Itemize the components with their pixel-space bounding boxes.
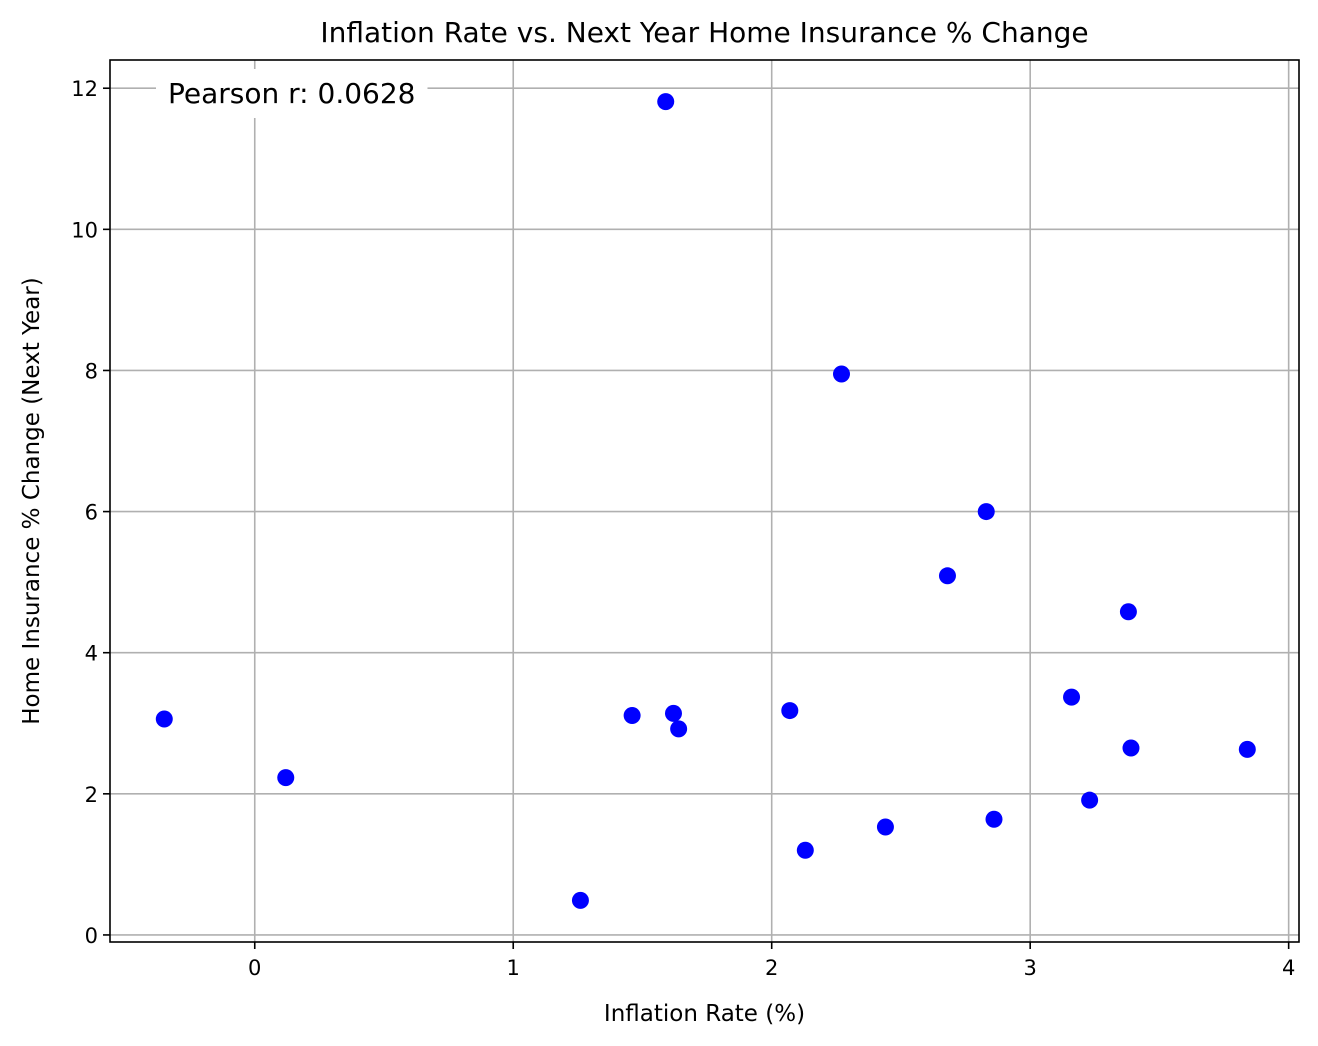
data-point bbox=[657, 93, 675, 111]
data-point bbox=[796, 841, 814, 859]
grid-lines bbox=[110, 60, 1299, 942]
data-point bbox=[571, 891, 589, 909]
x-axis-label: Inflation Rate (%) bbox=[604, 1001, 805, 1027]
data-point bbox=[623, 707, 641, 725]
plot-frame bbox=[109, 59, 1300, 943]
data-point bbox=[1238, 740, 1256, 758]
y-tick-label: 4 bbox=[85, 642, 98, 666]
data-point bbox=[1081, 791, 1099, 809]
annotation-background bbox=[156, 69, 428, 118]
y-tick-label: 10 bbox=[71, 218, 98, 242]
data-point bbox=[1122, 739, 1140, 757]
y-tick-label: 2 bbox=[85, 783, 98, 807]
data-point bbox=[277, 769, 295, 787]
y-tick-label: 8 bbox=[85, 359, 98, 383]
data-point bbox=[1063, 688, 1081, 706]
data-points bbox=[155, 93, 1256, 909]
annotation-box: Pearson r: 0.0628 bbox=[156, 69, 428, 118]
y-axis-label: Home Insurance % Change (Next Year) bbox=[19, 277, 45, 724]
x-tick-label: 3 bbox=[1023, 956, 1036, 980]
data-point bbox=[876, 818, 894, 836]
chart-title: Inflation Rate vs. Next Year Home Insura… bbox=[320, 16, 1088, 49]
y-tick-label: 0 bbox=[85, 924, 98, 948]
x-tick-label: 1 bbox=[507, 956, 520, 980]
x-tick-label: 4 bbox=[1282, 956, 1295, 980]
data-point bbox=[664, 704, 682, 722]
data-point bbox=[977, 503, 995, 521]
y-tick-label: 6 bbox=[85, 501, 98, 525]
pearson-annotation: Pearson r: 0.0628 bbox=[168, 77, 415, 110]
data-point bbox=[1119, 603, 1137, 621]
y-tick-label: 12 bbox=[71, 77, 98, 101]
data-point bbox=[832, 365, 850, 383]
data-point bbox=[155, 710, 173, 728]
data-point bbox=[985, 810, 1003, 828]
data-point bbox=[670, 720, 688, 738]
data-point bbox=[938, 567, 956, 585]
x-tick-label: 2 bbox=[765, 956, 778, 980]
x-tick-label: 0 bbox=[248, 956, 261, 980]
data-point bbox=[781, 702, 799, 720]
